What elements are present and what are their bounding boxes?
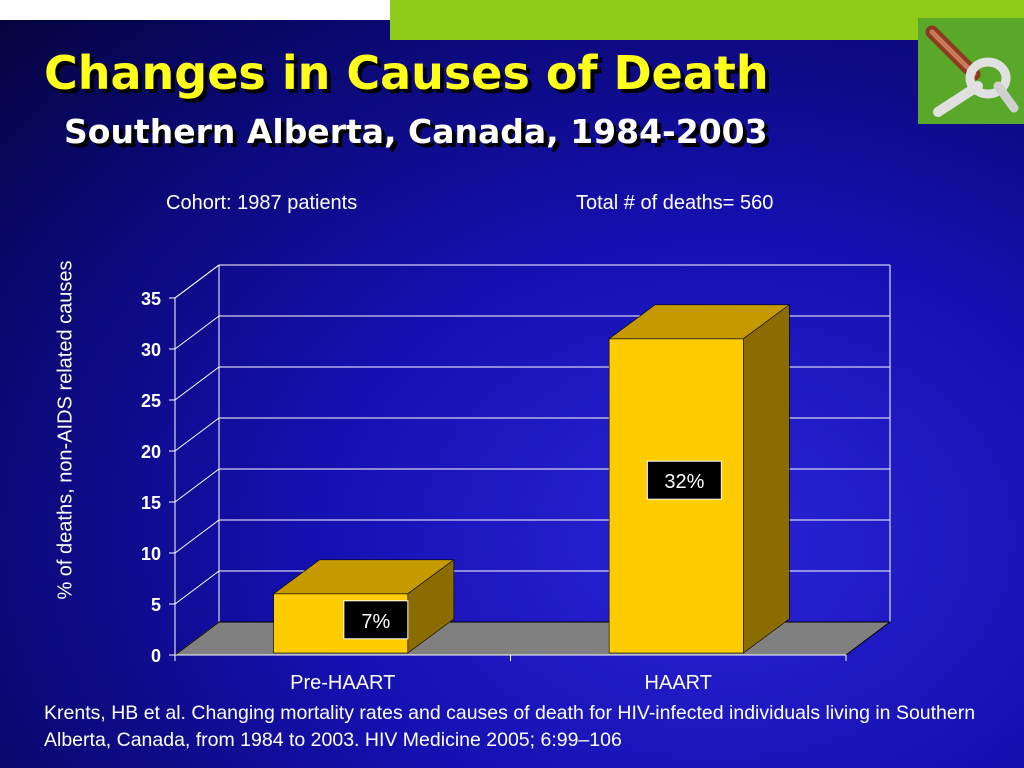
y-tick-label: 10 xyxy=(141,544,161,564)
bar-group: 7% xyxy=(272,559,455,654)
y-tick-label: 15 xyxy=(141,493,161,513)
x-tick-label: HAART xyxy=(645,672,712,694)
y-tick-label: 30 xyxy=(141,340,161,360)
chart-bars: 7% 32% xyxy=(272,304,791,654)
y-tick-label: 25 xyxy=(141,391,161,411)
citation: Krents, HB et al. Changing mortality rat… xyxy=(44,702,976,751)
data-label: 7% xyxy=(361,611,390,633)
ribbon-logo-icon xyxy=(918,18,1024,124)
bar-group: 32% xyxy=(608,304,791,654)
gridline-diagonal xyxy=(174,468,220,503)
gridline-diagonal xyxy=(174,417,220,452)
data-label-box xyxy=(646,460,722,500)
x-tick-label: Pre-HAART xyxy=(290,672,395,694)
gridline-diagonal xyxy=(174,519,220,554)
gridline-diagonal xyxy=(174,315,220,350)
gridline-diagonal xyxy=(174,570,220,605)
gridline-diagonal xyxy=(174,366,220,401)
y-tick-label: 5 xyxy=(151,595,161,615)
y-tick-label: 0 xyxy=(151,646,161,666)
page-title: Changes in Causes of Death xyxy=(44,46,769,100)
wall-top-edge xyxy=(174,264,220,299)
cohort-note: Cohort: 1987 patients xyxy=(166,192,358,214)
top-white-band xyxy=(0,0,390,20)
data-label: 32% xyxy=(664,471,704,493)
deaths-note: Total # of deaths= 560 xyxy=(576,192,774,214)
page-subtitle: Southern Alberta, Canada, 1984-2003 xyxy=(64,112,768,151)
bar-chart: 0 5 10 15 20 25 30 35 7% 32% Pre-HAART HAART xyxy=(141,264,892,694)
bar-side-face xyxy=(743,304,790,654)
y-tick-label: 20 xyxy=(141,442,161,462)
x-tick-labels: Pre-HAART HAART xyxy=(174,654,847,694)
y-tick-label: 35 xyxy=(141,289,161,309)
y-tick-labels: 0 5 10 15 20 25 30 35 xyxy=(141,289,175,666)
data-label-box xyxy=(343,600,409,640)
